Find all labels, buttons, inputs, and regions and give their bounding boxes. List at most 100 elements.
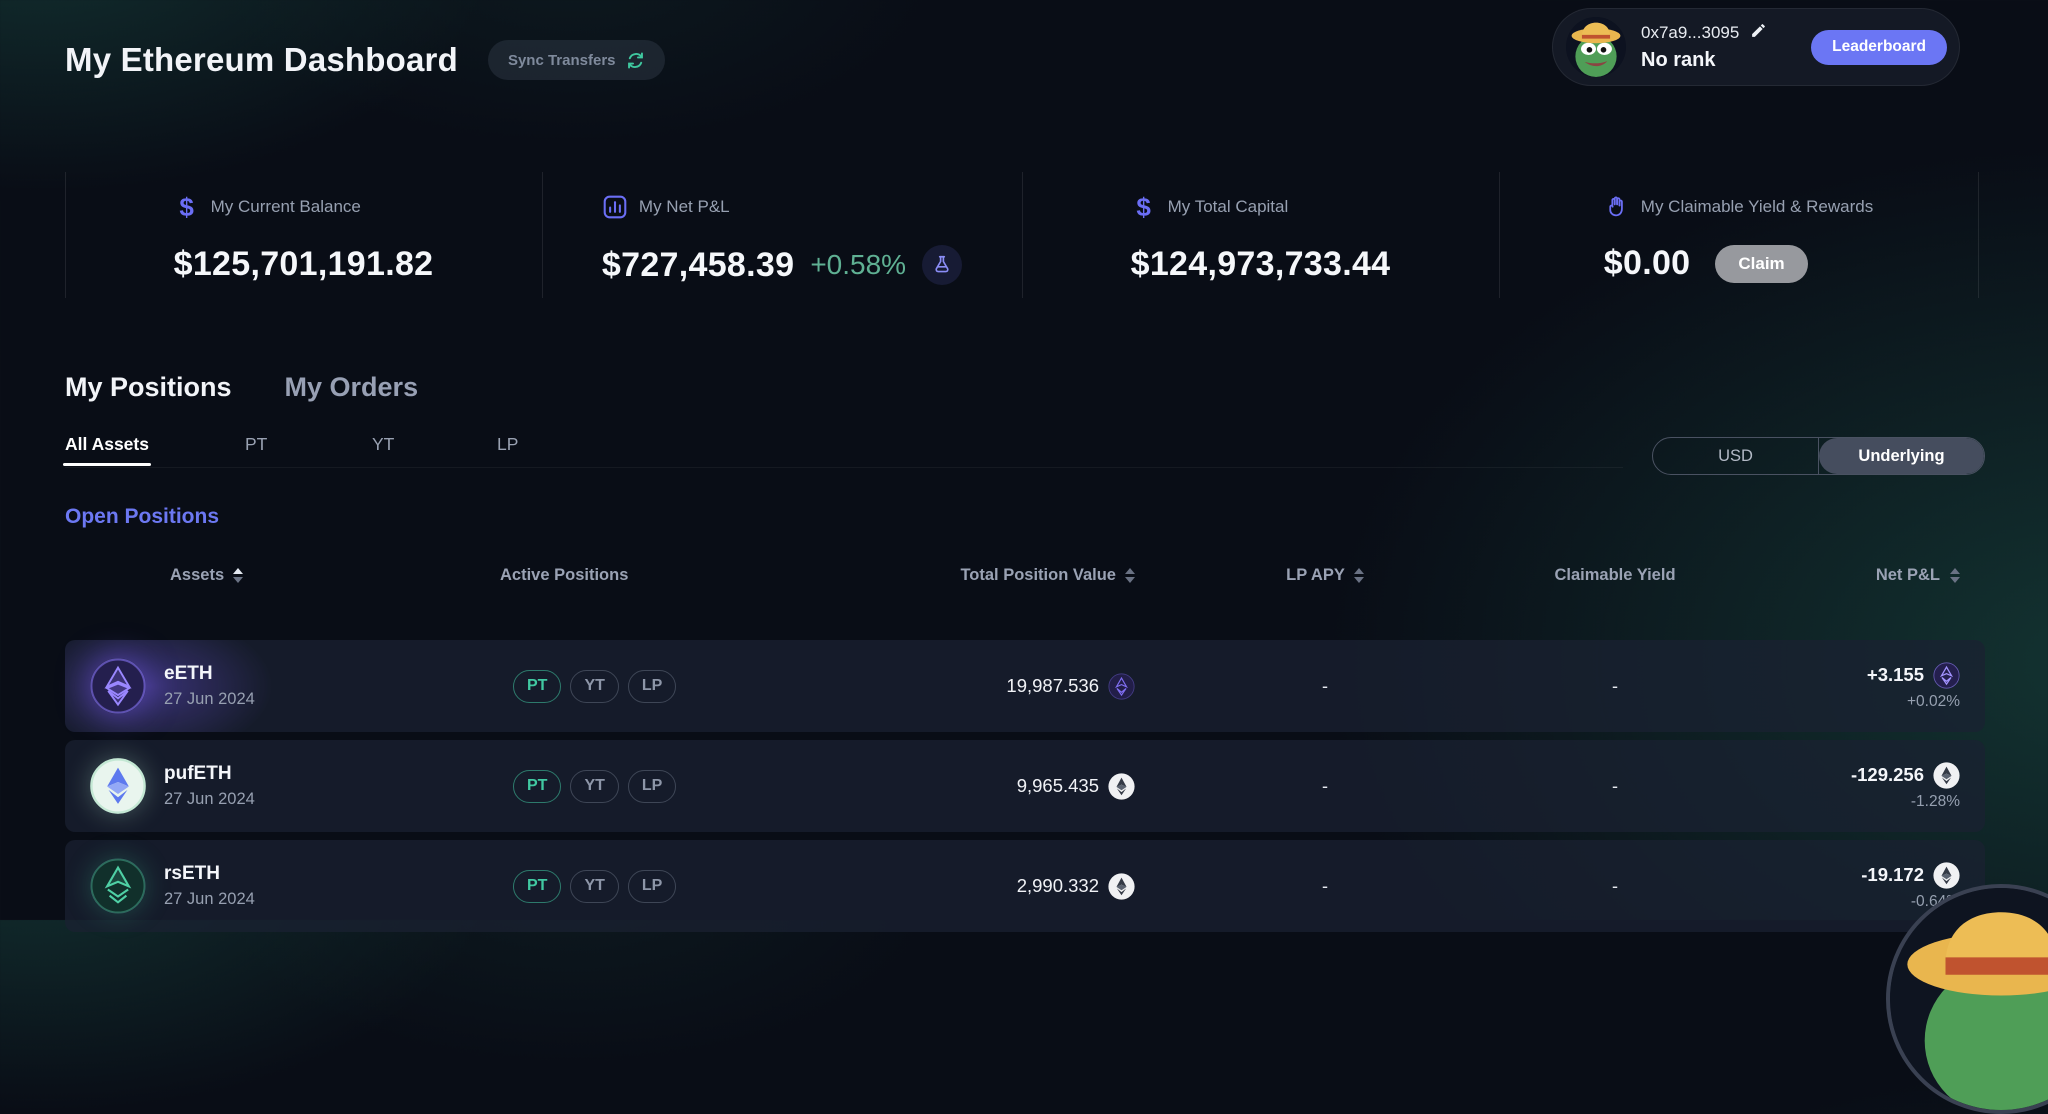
eth-token-icon [1933,861,1960,889]
lp-badge: LP [627,669,677,703]
hand-icon [1604,194,1630,219]
net-pnl-percent: +0.02% [1906,692,1960,710]
lp-apy-cell: - [1322,875,1328,896]
table-header: Assets Active Positions Total Position V… [65,558,1985,592]
yt-badge: YT [570,669,619,703]
lp-apy-cell: - [1322,775,1328,796]
filter-pt[interactable]: PT [245,434,268,454]
active-positions-cell: PT YT LP [445,769,775,803]
eth-token-icon [1933,761,1960,789]
sync-transfers-button[interactable]: Sync Transfers [487,40,665,80]
net-pnl-percent: -1.28% [1910,792,1960,810]
rseth-token-icon [90,858,146,914]
leaderboard-button[interactable]: Leaderboard [1811,29,1947,65]
eth-token-icon [1108,772,1135,800]
profile-info: 0x7a9...3095 No rank [1641,22,1767,72]
divider [65,172,66,298]
profile-card: 0x7a9...3095 No rank Leaderboard [1552,8,1960,86]
avatar[interactable] [1566,17,1626,77]
pufeth-token-icon [90,758,146,814]
yt-badge: YT [570,869,619,903]
open-positions-title: Open Positions [65,505,220,528]
filter-lp[interactable]: LP [497,434,519,454]
eeth-token-icon [90,658,146,714]
position-value: 19,987.536 [1006,675,1099,696]
edit-pencil-icon[interactable] [1750,22,1767,44]
stat-label: My Claimable Yield & Rewards [1640,196,1874,216]
page-header: My Ethereum Dashboard Sync Transfers [65,40,665,80]
claimable-yield-cell: - [1612,875,1618,896]
eeth-token-icon [1933,661,1960,689]
stat-label: My Net P&L [638,197,730,216]
page-title: My Ethereum Dashboard [65,41,458,78]
pt-badge: PT [513,769,562,803]
asset-cell: rsETH 27 Jun 2024 [65,858,445,914]
pnl-change: +0.58% [810,249,907,280]
column-lp-apy[interactable]: LP APY [1145,566,1425,585]
asset-maturity: 27 Jun 2024 [164,790,255,808]
column-total-position-value[interactable]: Total Position Value [775,566,1145,585]
asset-cell: pufETH 27 Jun 2024 [65,758,445,814]
stat-value: $125,701,191.82 [173,245,434,283]
wallet-address: 0x7a9...3095 [1641,23,1740,42]
pt-badge: PT [513,869,562,903]
claimable-yield-cell: - [1612,775,1618,796]
toggle-usd[interactable]: USD [1718,446,1753,465]
toggle-underlying[interactable]: Underlying [1819,438,1984,474]
total-position-value-cell: 2,990.332 [775,872,1145,900]
table-row[interactable]: eETH 27 Jun 2024 PT YT LP 19,987.536 - -… [65,640,1985,732]
tab-my-orders[interactable]: My Orders [284,372,419,402]
asset-filter-tabs: All Assets PT YT LP [63,428,1623,468]
primary-tabs: My Positions My Orders [65,372,418,403]
rank-label: No rank [1641,49,1716,71]
position-value: 2,990.332 [1016,875,1099,896]
filter-yt[interactable]: YT [372,434,395,454]
asset-name: rsETH [164,863,220,884]
lp-badge: LP [627,869,677,903]
claim-button[interactable]: Claim [1715,244,1808,283]
lp-badge: LP [627,769,677,803]
position-value: 9,965.435 [1016,775,1099,796]
asset-name: pufETH [164,763,232,784]
stat-current-balance: $ My Current Balance $125,701,191.82 [65,172,542,298]
table-row[interactable]: pufETH 27 Jun 2024 PT YT LP 9,965.435 - … [65,740,1985,832]
column-label: LP APY [1286,565,1345,584]
bar-chart-icon [602,194,628,220]
stat-label: My Current Balance [210,197,361,216]
divider [1499,172,1500,298]
active-positions-cell: PT YT LP [445,669,775,703]
column-label: Assets [170,565,225,584]
sort-icon [233,567,244,583]
column-label: Claimable Yield [1554,565,1676,584]
dollar-icon: $ [179,192,194,222]
divider [1818,438,1819,474]
asset-cell: eETH 27 Jun 2024 [65,658,445,714]
stat-claimable-rewards: My Claimable Yield & Rewards $0.00 Claim [1499,172,1978,298]
refresh-icon [626,51,645,70]
sync-transfers-label: Sync Transfers [507,51,616,69]
dollar-icon: $ [1136,192,1151,222]
column-label: Total Position Value [960,565,1116,584]
yt-badge: YT [570,769,619,803]
stat-label: My Total Capital [1167,197,1289,216]
divider [1978,172,1979,298]
sort-icon [1125,567,1135,583]
column-net-pnl[interactable]: Net P&L [1765,566,1985,585]
column-assets[interactable]: Assets [65,566,445,585]
tab-my-positions[interactable]: My Positions [65,372,232,402]
stats-strip: $ My Current Balance $125,701,191.82 My … [0,172,2048,298]
table-row[interactable]: rsETH 27 Jun 2024 PT YT LP 2,990.332 - -… [65,840,1985,932]
asset-maturity: 27 Jun 2024 [164,890,255,908]
net-pnl-cell: +3.155 +0.02% [1765,661,1985,711]
pt-badge: PT [513,669,562,703]
net-pnl-value: -19.172 [1861,864,1924,885]
column-label: Net P&L [1875,565,1940,584]
active-positions-cell: PT YT LP [445,869,775,903]
eth-token-icon [1108,872,1135,900]
column-label: Active Positions [500,565,629,584]
sort-icon [1353,567,1364,583]
net-pnl-value: +3.155 [1866,664,1924,685]
filter-all-assets[interactable]: All Assets [63,434,151,466]
net-pnl-cell: -129.256 -1.28% [1765,761,1985,811]
flask-icon[interactable] [922,245,963,285]
